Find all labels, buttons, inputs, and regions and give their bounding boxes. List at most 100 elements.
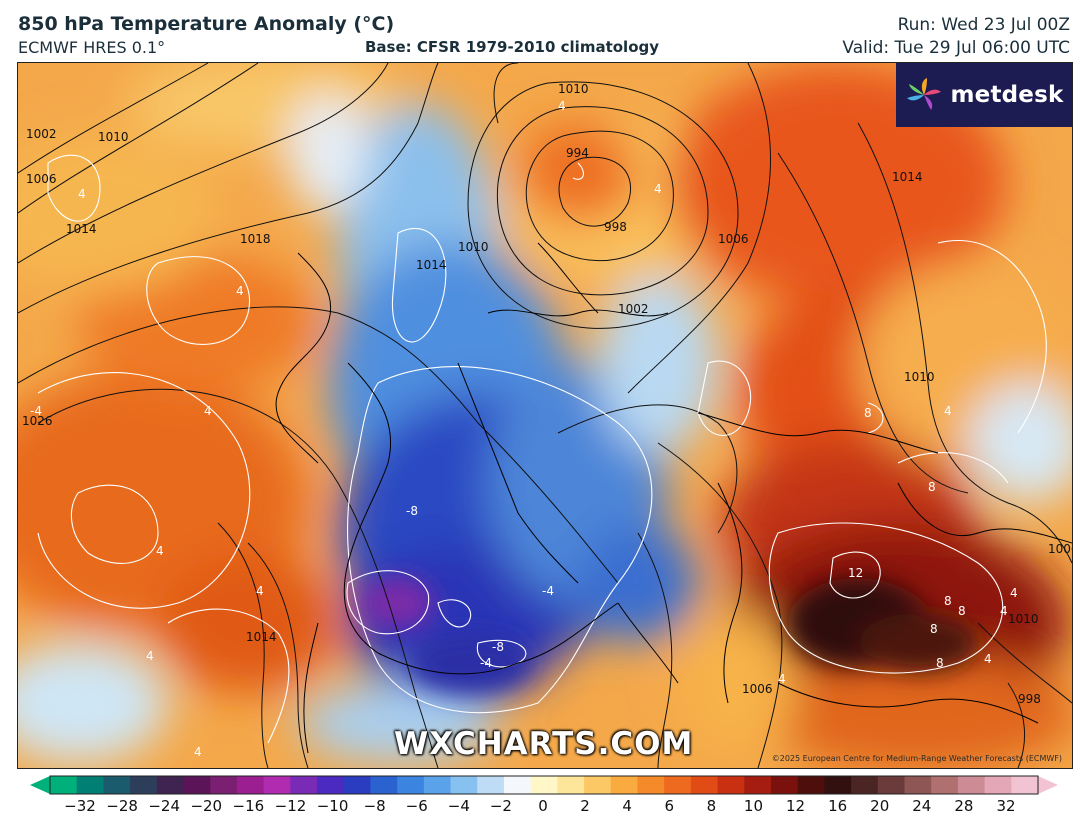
- colorbar-tick-label: −20: [190, 797, 223, 815]
- anomaly-label: 4: [204, 404, 212, 418]
- colorbar-tick-labels: −32 −28 −24 −20 −16 −12 −10 −8 −6 −4 −2 0 2 4 6 8 10 12 16…: [0, 797, 1088, 817]
- anomaly-label: -4: [480, 656, 492, 670]
- anomaly-label: 4: [984, 652, 992, 666]
- anomaly-label: 8: [928, 480, 936, 494]
- anomaly-label: 8: [930, 622, 938, 636]
- logo-wordmark: metdesk: [950, 82, 1064, 108]
- colorbar-cell: [610, 776, 639, 794]
- pressure-label: 1006: [1048, 542, 1072, 556]
- colorbar-tick-label: −28: [106, 797, 138, 815]
- anomaly-label: 8: [864, 406, 872, 420]
- colorbar-max-arrow: [1038, 776, 1058, 794]
- colorbar-cell: [984, 776, 1012, 794]
- colorbar-tick-label: −24: [148, 797, 180, 815]
- colorbar-cell: [183, 776, 211, 794]
- colorbar-cell: [50, 776, 78, 794]
- colorbar-cell: [103, 776, 131, 794]
- chart-title: 850 hPa Temperature Anomaly (°C): [18, 13, 395, 35]
- colorbar-cell: [530, 776, 558, 794]
- pressure-label: 1002: [618, 302, 649, 316]
- pressure-label: 1006: [718, 232, 749, 246]
- metdesk-logo: metdesk: [896, 63, 1072, 127]
- anomaly-contours: [37, 154, 1047, 744]
- colorbar-cell: [584, 776, 612, 794]
- anomaly-label: 4: [1010, 586, 1018, 600]
- pressure-label: 1006: [742, 682, 773, 696]
- pinwheel-icon: [907, 78, 942, 110]
- colorbar-cell: [370, 776, 398, 794]
- coastlines: [275, 242, 1072, 754]
- anomaly-label: -4: [30, 404, 42, 418]
- valid-time-label: Valid: Tue 29 Jul 06:00 UTC: [842, 38, 1070, 58]
- pressure-label: 1010: [558, 82, 589, 96]
- colorbar-cell: [690, 776, 719, 794]
- map-canvas: 1002 1006 1010 1014 1018 1026 1010 1014 …: [18, 63, 1072, 768]
- colorbar-cell: [904, 776, 932, 794]
- colorbar-cell: [263, 776, 291, 794]
- colorbar-cell: [503, 776, 532, 794]
- climatology-base-label: Base: CFSR 1979-2010 climatology: [365, 38, 660, 56]
- anomaly-label: 4: [778, 672, 786, 686]
- colorbar-cell: [156, 776, 185, 794]
- colorbar-tick-label: −12: [274, 797, 307, 815]
- colorbar-cell: [317, 776, 345, 794]
- anomaly-label: 4: [78, 187, 86, 201]
- colorbar-tick-label: 8: [706, 797, 717, 815]
- colorbar-border: [49, 775, 1039, 795]
- colorbar-cell: [397, 776, 425, 794]
- watermark: WXCHARTS.COM: [394, 726, 694, 762]
- pressure-label: 1006: [26, 172, 57, 186]
- pressure-label: 1014: [416, 258, 447, 272]
- colorbar-min-arrow: [30, 776, 50, 794]
- colorbar-cell: [877, 776, 906, 794]
- pressure-label: 1002: [26, 127, 57, 141]
- anomaly-label: 8: [944, 594, 952, 608]
- pressure-label: 1010: [904, 370, 935, 384]
- colorbar-cell: [717, 776, 745, 794]
- anomaly-label: 8: [958, 604, 966, 618]
- pressure-label: 994: [566, 146, 589, 160]
- anomaly-label: 4: [944, 404, 952, 418]
- anomaly-label: -8: [406, 504, 418, 518]
- pressure-labels: 1002 1006 1010 1014 1018 1026 1010 1014 …: [22, 82, 1072, 706]
- anomaly-labels: 4 4 4 4 -4 4 4 4 -8 -4 -8 -4 8 4 8 12 8 …: [30, 99, 1018, 759]
- anomaly-extremes: [362, 577, 978, 693]
- anomaly-label: 12: [848, 566, 863, 580]
- colorbar-cell: [957, 776, 986, 794]
- colorbar-cell: [744, 776, 772, 794]
- colorbar-tick-label: 6: [664, 797, 675, 815]
- colorbar-tick-label: 4: [622, 797, 632, 815]
- colorbar-cell: [1011, 776, 1039, 794]
- model-label: ECMWF HRES 0.1°: [18, 38, 166, 57]
- colorbar-cell: [824, 776, 852, 794]
- pressure-label: 1026: [22, 414, 53, 428]
- isobar-contours: [18, 63, 1072, 768]
- anomaly-label: 4: [156, 544, 164, 558]
- colorbar-tick-label: 32: [996, 797, 1016, 815]
- colorbar-tick-label: −16: [232, 797, 265, 815]
- colorbar-cell: [130, 776, 158, 794]
- anomaly-label: 4: [558, 99, 566, 113]
- colorbar-cell: [343, 776, 372, 794]
- pressure-label: 1014: [246, 630, 277, 644]
- colorbar-cell: [210, 776, 238, 794]
- colorbar-cell: [851, 776, 879, 794]
- anomaly-map: 1002 1006 1010 1014 1018 1026 1010 1014 …: [17, 62, 1073, 769]
- colorbar-tick-label: −32: [64, 797, 96, 815]
- colorbar-cell: [450, 776, 478, 794]
- colorbar-tick-label: −4: [447, 797, 470, 815]
- colorbar-cell: [797, 776, 825, 794]
- colorbar-cell: [770, 776, 799, 794]
- colorbar-cell: [931, 776, 959, 794]
- anomaly-label: 4: [256, 584, 264, 598]
- anomaly-label: 8: [936, 656, 944, 670]
- colorbar-tick-label: 28: [954, 797, 974, 815]
- colorbar-tick-label: 10: [743, 797, 763, 815]
- colorbar-tick-label: −10: [316, 797, 349, 815]
- pressure-label: 1014: [892, 170, 923, 184]
- anomaly-label: 4: [236, 284, 244, 298]
- pressure-label: 998: [604, 220, 627, 234]
- colorbar-tick-label: −6: [405, 797, 428, 815]
- anomaly-label: 4: [1000, 604, 1008, 618]
- colorbar-cell: [557, 776, 585, 794]
